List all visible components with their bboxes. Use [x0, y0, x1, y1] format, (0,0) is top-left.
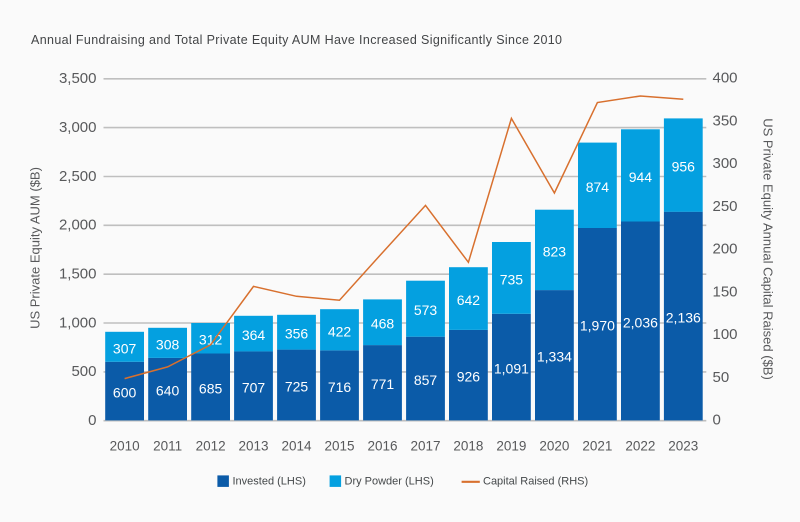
svg-text:422: 422: [328, 323, 352, 339]
svg-text:300: 300: [713, 155, 738, 172]
svg-text:400: 400: [713, 70, 738, 87]
svg-text:2013: 2013: [238, 439, 268, 454]
svg-text:707: 707: [242, 379, 266, 395]
svg-text:0: 0: [88, 412, 96, 429]
svg-text:2016: 2016: [367, 439, 397, 454]
svg-text:2023: 2023: [668, 439, 698, 454]
svg-text:2,000: 2,000: [59, 217, 97, 234]
svg-text:823: 823: [543, 243, 567, 259]
svg-text:Dry Powder (LHS): Dry Powder (LHS): [345, 476, 434, 488]
svg-text:350: 350: [713, 112, 738, 129]
svg-text:308: 308: [156, 336, 180, 352]
svg-text:642: 642: [457, 292, 481, 308]
svg-text:2,136: 2,136: [666, 310, 701, 326]
svg-text:1,500: 1,500: [59, 266, 97, 283]
svg-text:857: 857: [414, 372, 438, 388]
svg-text:150: 150: [713, 283, 738, 300]
svg-text:874: 874: [586, 179, 610, 195]
svg-text:944: 944: [629, 169, 653, 185]
svg-text:3,000: 3,000: [59, 119, 97, 136]
svg-text:2012: 2012: [196, 439, 226, 454]
svg-text:2011: 2011: [153, 439, 182, 454]
svg-text:926: 926: [457, 369, 481, 385]
svg-text:573: 573: [414, 302, 438, 318]
svg-text:50: 50: [713, 369, 730, 386]
svg-text:500: 500: [71, 363, 96, 380]
svg-text:735: 735: [500, 271, 524, 287]
svg-text:1,091: 1,091: [494, 361, 529, 377]
svg-text:200: 200: [713, 241, 738, 258]
svg-text:364: 364: [242, 327, 266, 343]
svg-text:2015: 2015: [324, 439, 354, 454]
svg-text:US Private Equity Annual Capit: US Private Equity Annual Capital Raised …: [761, 118, 776, 380]
svg-text:100: 100: [713, 326, 738, 343]
svg-text:2,036: 2,036: [623, 315, 658, 331]
svg-text:0: 0: [713, 412, 721, 429]
svg-text:2018: 2018: [453, 439, 483, 454]
svg-text:2022: 2022: [625, 439, 655, 454]
svg-text:2020: 2020: [539, 439, 569, 454]
svg-text:956: 956: [672, 159, 696, 175]
svg-text:2010: 2010: [110, 439, 140, 454]
svg-text:Capital Raised (RHS): Capital Raised (RHS): [483, 476, 588, 488]
svg-text:685: 685: [199, 380, 223, 396]
svg-text:US Private Equity AUM ($B): US Private Equity AUM ($B): [28, 167, 43, 329]
svg-text:2017: 2017: [410, 439, 440, 454]
svg-text:468: 468: [371, 316, 395, 332]
svg-text:600: 600: [113, 385, 137, 401]
svg-text:771: 771: [371, 376, 395, 392]
svg-text:2019: 2019: [496, 439, 526, 454]
svg-text:3,500: 3,500: [59, 70, 97, 87]
svg-text:356: 356: [285, 326, 309, 342]
svg-text:640: 640: [156, 383, 180, 399]
svg-text:2014: 2014: [281, 439, 312, 454]
svg-text:307: 307: [113, 340, 137, 356]
svg-text:250: 250: [713, 198, 738, 215]
svg-text:716: 716: [328, 379, 352, 395]
svg-text:1,000: 1,000: [59, 314, 97, 331]
svg-text:2021: 2021: [582, 439, 612, 454]
svg-text:1,970: 1,970: [580, 318, 615, 334]
svg-text:Invested (LHS): Invested (LHS): [233, 476, 306, 488]
svg-text:2,500: 2,500: [59, 168, 97, 185]
svg-text:Annual Fundraising and Total P: Annual Fundraising and Total Private Equ…: [31, 33, 562, 47]
svg-text:1,334: 1,334: [537, 349, 572, 365]
svg-text:725: 725: [285, 379, 309, 395]
